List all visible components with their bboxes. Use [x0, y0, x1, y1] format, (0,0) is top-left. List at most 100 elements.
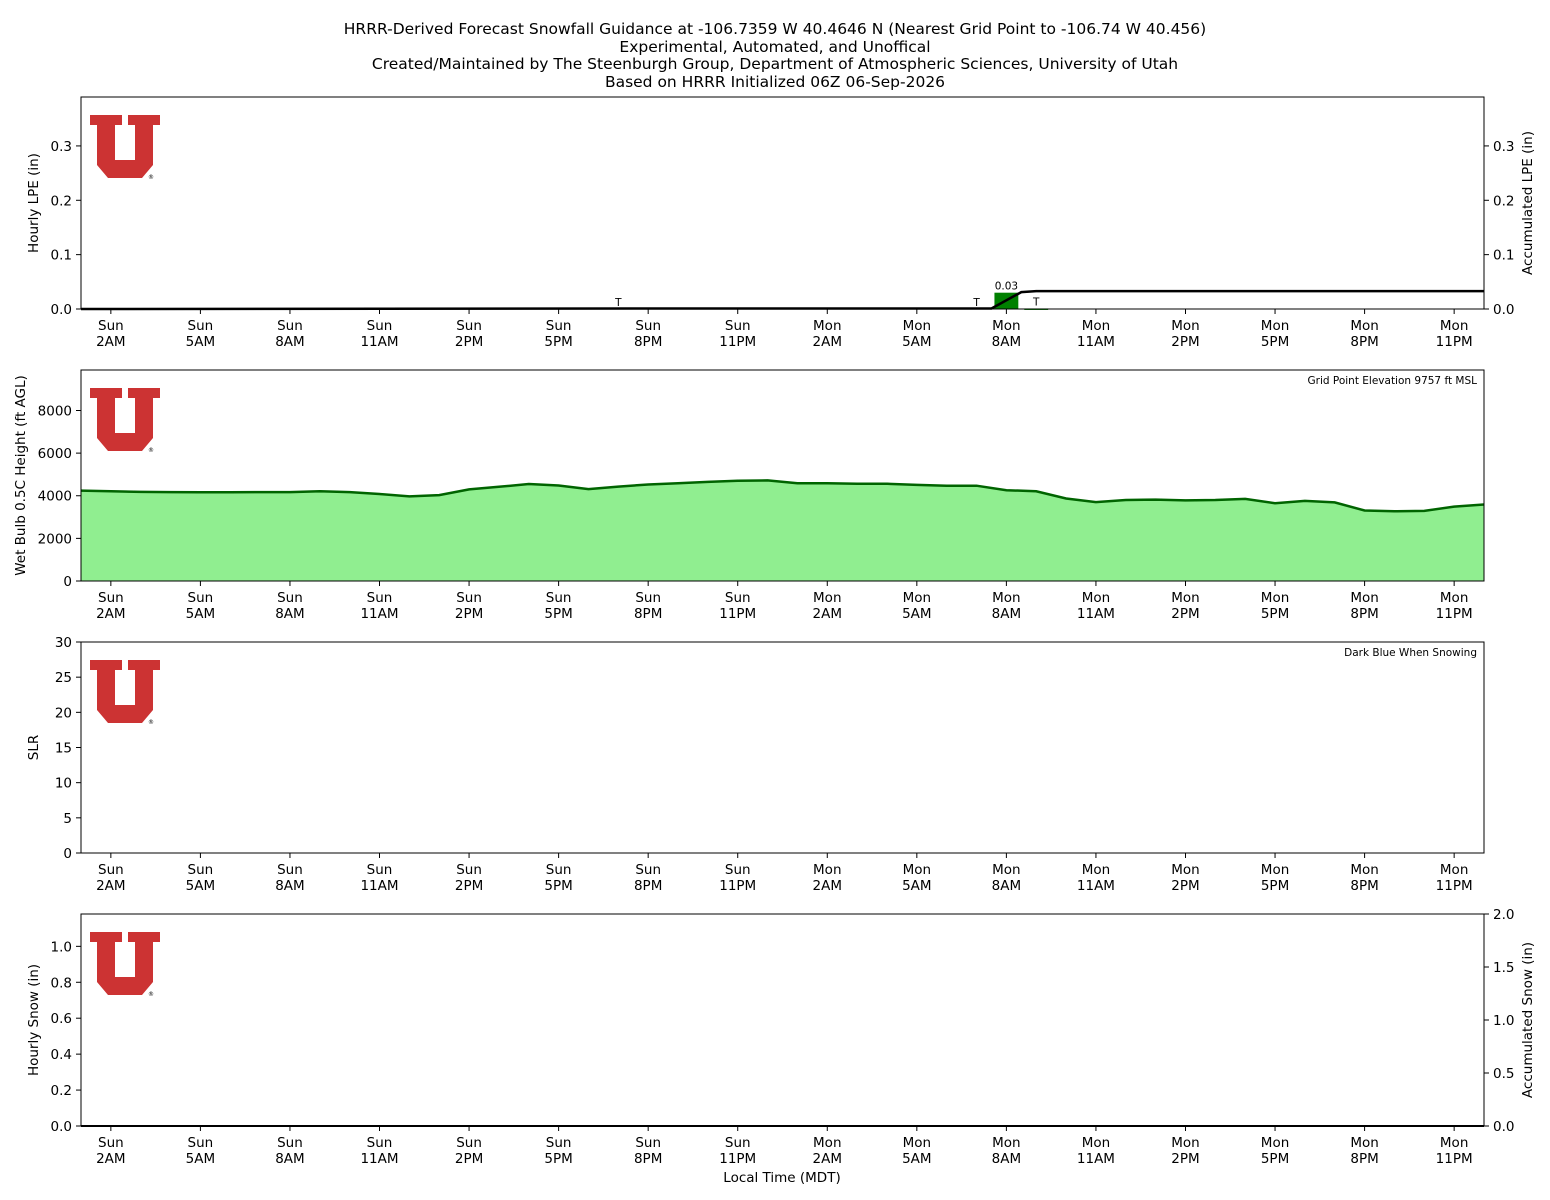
x-tick-label-day: Sun: [188, 318, 214, 334]
x-tick-label-time: 2PM: [455, 334, 483, 350]
x-tick-label-day: Mon: [1171, 862, 1199, 878]
logo-registered-mark: ®: [148, 447, 154, 454]
x-tick-label-day: Mon: [1082, 862, 1110, 878]
y-tick-label: 0.2: [51, 1083, 72, 1099]
x-tick-label-time: 5AM: [902, 1151, 931, 1167]
figure-titles: HRRR-Derived Forecast Snowfall Guidance …: [0, 20, 1550, 91]
panel-frame: [80, 96, 1485, 310]
x-tick-label-time: 11AM: [360, 1151, 398, 1167]
title-line-2: Experimental, Automated, and Unoffical: [619, 37, 931, 56]
y-tick-label: 0.0: [51, 1119, 72, 1135]
y-tick-label: 1.0: [51, 939, 72, 955]
lpe-bar-label: 0.03: [995, 281, 1018, 293]
x-tick-label-time: 11PM: [1436, 606, 1473, 622]
x-tick-label-day: Mon: [903, 862, 931, 878]
y-tick-label-right: 1.5: [1493, 960, 1514, 976]
x-tick-label-time: 5PM: [1261, 1151, 1289, 1167]
x-tick-label-day: Sun: [725, 862, 751, 878]
x-tick-label-day: Sun: [546, 1135, 572, 1151]
x-tick-label-day: Mon: [903, 318, 931, 334]
university-of-utah-logo: ®: [90, 388, 160, 454]
x-tick-label-time: 2AM: [813, 878, 842, 894]
x-tick-label-time: 5AM: [186, 878, 215, 894]
y-tick-label-right: 0.1: [1493, 248, 1514, 264]
x-tick-label-time: 11PM: [1436, 334, 1473, 350]
x-tick-label-time: 8AM: [992, 606, 1021, 622]
y-tick-label: 0.8: [51, 975, 72, 991]
x-tick-label-day: Sun: [188, 862, 214, 878]
x-tick-label-day: Sun: [725, 590, 751, 606]
x-tick-label-day: Mon: [1171, 590, 1199, 606]
y-axis-label: SLR: [26, 735, 42, 760]
x-tick-label-day: Mon: [813, 590, 841, 606]
x-tick-label-day: Sun: [277, 862, 303, 878]
x-tick-label-time: 5AM: [902, 878, 931, 894]
logo-registered-mark: ®: [148, 991, 154, 998]
x-tick-label-day: Mon: [1440, 590, 1468, 606]
x-tick-label-day: Sun: [456, 590, 482, 606]
x-tick-label-time: 11AM: [1077, 1151, 1115, 1167]
logo-u-shape: [90, 660, 160, 723]
y-tick-label: 4000: [38, 489, 72, 505]
x-tick-label-day: Mon: [1440, 862, 1468, 878]
x-tick-label-time: 2AM: [813, 606, 842, 622]
x-tick-label-day: Mon: [813, 862, 841, 878]
x-tick-label-time: 11PM: [1436, 878, 1473, 894]
title-line-3: Created/Maintained by The Steenburgh Gro…: [371, 55, 1179, 73]
hourly-snow-panel: ® 0.0 0.2 0.4 0.6 0.8 1.0 0.0 0.5 1.0 1.5 2.0 Hourly…: [26, 907, 1536, 1167]
x-tick-label-day: Sun: [367, 318, 393, 334]
x-tick-label-day: Mon: [992, 590, 1020, 606]
y-axis-label-right: Accumulated LPE (in): [1520, 131, 1536, 275]
x-tick-label-time: 2PM: [1171, 606, 1199, 622]
x-tick-label-day: Mon: [813, 1135, 841, 1151]
x-tick-label-time: 11PM: [719, 606, 756, 622]
y-tick-label: 0.3: [51, 139, 72, 155]
x-tick-label-time: 5AM: [186, 606, 215, 622]
x-tick-label-time: 8PM: [634, 1151, 662, 1167]
x-tick-label-day: Mon: [1171, 1135, 1199, 1151]
university-of-utah-logo: ®: [90, 115, 160, 181]
x-tick-label-day: Sun: [98, 1135, 124, 1151]
x-tick-label-time: 8PM: [1350, 1151, 1378, 1167]
x-tick-label-time: 8AM: [275, 334, 304, 350]
x-tick-label-day: Mon: [992, 862, 1020, 878]
x-tick-label-time: 11PM: [719, 334, 756, 350]
x-tick-label-time: 5PM: [1261, 334, 1289, 350]
x-tick-label-time: 5PM: [1261, 606, 1289, 622]
x-tick-label-time: 8AM: [992, 878, 1021, 894]
x-tick-label-time: 5AM: [902, 606, 931, 622]
x-tick-label-day: Mon: [1350, 862, 1378, 878]
x-tick-label-time: 5PM: [544, 606, 572, 622]
y-tick-label: 0.2: [51, 193, 72, 209]
x-tick-label-day: Sun: [725, 318, 751, 334]
y-axis-label: Hourly LPE (in): [26, 153, 42, 253]
x-tick-label-time: 8PM: [1350, 606, 1378, 622]
x-tick-label-day: Sun: [188, 1135, 214, 1151]
y-tick-label: 0.1: [51, 248, 72, 264]
wet-bulb-line: [80, 479, 1485, 513]
y-tick-label: 20: [55, 705, 72, 721]
x-tick-label-day: Mon: [992, 1135, 1020, 1151]
x-tick-label-day: Sun: [98, 590, 124, 606]
x-tick-label-time: 2PM: [1171, 1151, 1199, 1167]
x-tick-label-day: Mon: [1261, 862, 1289, 878]
x-tick-label-time: 2AM: [96, 606, 125, 622]
x-tick-label-time: 8PM: [634, 878, 662, 894]
y-tick-label: 0: [63, 574, 72, 590]
x-tick-label-day: Mon: [1261, 1135, 1289, 1151]
x-tick-label-time: 5PM: [544, 334, 572, 350]
y-tick-label-right: 0.0: [1493, 302, 1514, 318]
x-tick-label-time: 11AM: [1077, 334, 1115, 350]
wet-bulb-area: [81, 480, 1484, 581]
x-tick-label-time: 11AM: [1077, 606, 1115, 622]
panel-annotation: Grid Point Elevation 9757 ft MSL: [1308, 375, 1478, 387]
x-tick-label-time: 11PM: [1436, 1151, 1473, 1167]
panel-frame: [80, 369, 1485, 582]
wet-bulb-height-panel: ® Grid Point Elevation 9757 ft MSL 0 2000 40…: [13, 369, 1485, 622]
x-tick-label-day: Mon: [1350, 590, 1378, 606]
x-tick-label-day: Sun: [546, 590, 572, 606]
trace-label: T: [972, 297, 980, 309]
title-line-1: HRRR-Derived Forecast Snowfall Guidance …: [343, 20, 1207, 38]
x-tick-label-time: 8PM: [634, 606, 662, 622]
